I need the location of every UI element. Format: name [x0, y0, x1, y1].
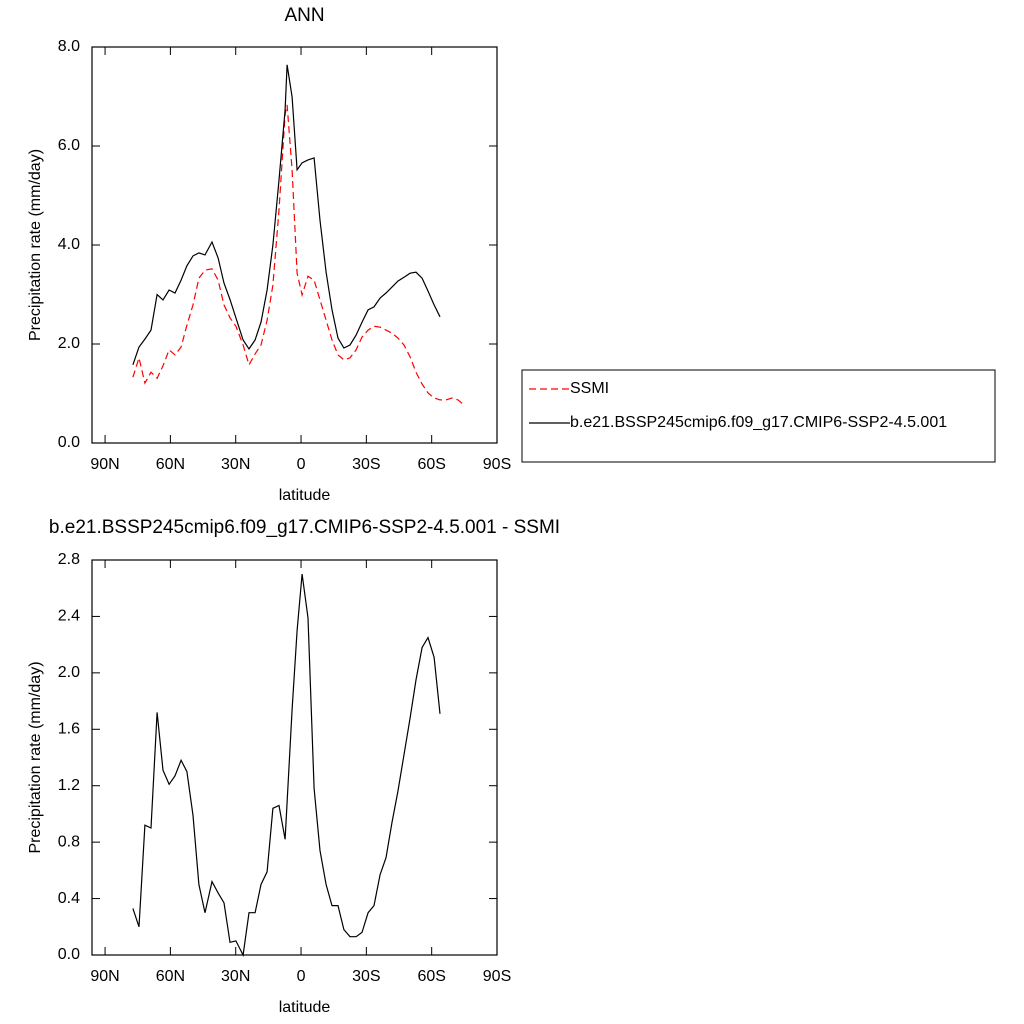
x-tick-label: 60S: [417, 968, 445, 985]
x-tick-label: 30S: [352, 968, 380, 985]
y-tick-label: 0.0: [58, 434, 80, 451]
legend-label: SSMI: [570, 380, 609, 397]
x-axis-label: latitude: [279, 999, 331, 1016]
chart-title: b.e21.BSSP245cmip6.f09_g17.CMIP6-SSP2-4.…: [49, 517, 560, 538]
y-tick-label: 1.2: [58, 777, 80, 794]
y-axis-label: Precipitation rate (mm/day): [27, 149, 44, 341]
data-line: [132, 574, 441, 957]
x-tick-label: 0: [297, 968, 306, 985]
y-tick-label: 2.0: [58, 664, 80, 681]
y-tick-label: 2.8: [58, 551, 80, 568]
chart-title: ANN: [284, 5, 324, 26]
y-tick-label: 2.0: [58, 335, 80, 352]
x-tick-label: 30N: [221, 456, 250, 473]
y-tick-label: 0.8: [58, 833, 80, 850]
y-axis-label: Precipitation rate (mm/day): [27, 661, 44, 853]
y-tick-label: 6.0: [58, 137, 80, 154]
y-tick-label: 0.4: [58, 890, 80, 907]
x-tick-label: 90N: [90, 456, 119, 473]
x-tick-label: 90S: [483, 968, 511, 985]
x-tick-label: 90N: [90, 968, 119, 985]
x-tick-label: 0: [297, 456, 306, 473]
x-tick-label: 60N: [156, 968, 185, 985]
plot-frame: [91, 46, 498, 444]
x-axis-label: latitude: [279, 487, 331, 504]
x-tick-label: 30N: [221, 968, 250, 985]
x-tick-label: 60N: [156, 456, 185, 473]
x-tick-label: 60S: [417, 456, 445, 473]
x-tick-label: 90S: [483, 456, 511, 473]
plot-frame: [91, 559, 498, 956]
legend-frame: [521, 369, 996, 463]
legend-label: b.e21.BSSP245cmip6.f09_g17.CMIP6-SSP2-4.…: [570, 414, 947, 431]
data-line: [132, 64, 441, 365]
y-tick-label: 4.0: [58, 236, 80, 253]
x-tick-label: 30S: [352, 456, 380, 473]
y-tick-label: 0.0: [58, 946, 80, 963]
y-tick-label: 1.6: [58, 721, 80, 738]
y-tick-label: 2.4: [58, 608, 80, 625]
y-tick-label: 8.0: [58, 38, 80, 55]
data-line: [132, 104, 465, 406]
